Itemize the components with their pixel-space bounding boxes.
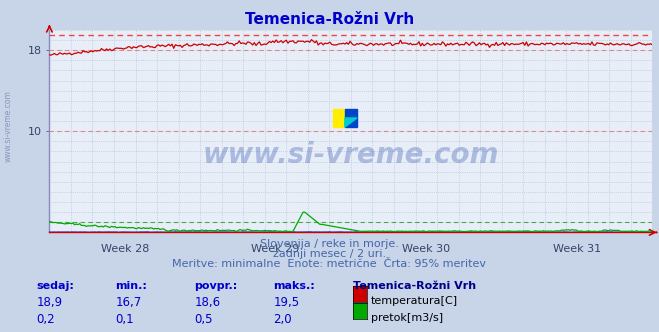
- Text: 2,0: 2,0: [273, 313, 292, 326]
- Text: 18,9: 18,9: [36, 296, 63, 309]
- Text: min.:: min.:: [115, 281, 147, 290]
- Text: pretok[m3/s]: pretok[m3/s]: [371, 313, 443, 323]
- Bar: [333, 109, 345, 127]
- Text: Week 31: Week 31: [553, 244, 601, 254]
- Polygon shape: [345, 118, 357, 127]
- Text: Temenica-Rožni Vrh: Temenica-Rožni Vrh: [245, 12, 414, 27]
- Text: Temenica-Rožni Vrh: Temenica-Rožni Vrh: [353, 281, 476, 290]
- Text: 0,2: 0,2: [36, 313, 55, 326]
- Text: www.si-vreme.com: www.si-vreme.com: [3, 90, 13, 162]
- Text: www.si-vreme.com: www.si-vreme.com: [203, 141, 499, 169]
- Text: 19,5: 19,5: [273, 296, 300, 309]
- Text: Week 30: Week 30: [402, 244, 450, 254]
- Text: Week 29: Week 29: [251, 244, 300, 254]
- Text: 16,7: 16,7: [115, 296, 142, 309]
- Text: maks.:: maks.:: [273, 281, 315, 290]
- Text: povpr.:: povpr.:: [194, 281, 238, 290]
- Text: 0,1: 0,1: [115, 313, 134, 326]
- Text: sedaj:: sedaj:: [36, 281, 74, 290]
- Bar: [345, 109, 357, 127]
- Text: zadnji mesec / 2 uri.: zadnji mesec / 2 uri.: [273, 249, 386, 259]
- Text: Meritve: minimalne  Enote: metrične  Črta: 95% meritev: Meritve: minimalne Enote: metrične Črta:…: [173, 259, 486, 269]
- Text: 0,5: 0,5: [194, 313, 213, 326]
- Text: Week 28: Week 28: [101, 244, 149, 254]
- Text: temperatura[C]: temperatura[C]: [371, 296, 458, 306]
- Text: 18,6: 18,6: [194, 296, 221, 309]
- Text: Slovenija / reke in morje.: Slovenija / reke in morje.: [260, 239, 399, 249]
